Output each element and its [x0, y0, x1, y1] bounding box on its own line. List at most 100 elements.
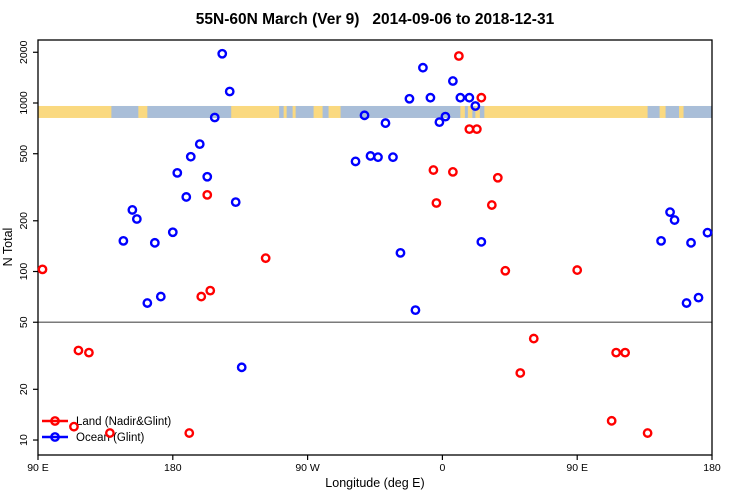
data-point-land [260, 253, 271, 264]
y-tick-label: 10 [18, 434, 30, 446]
x-axis-label: Longitude (deg E) [325, 476, 424, 490]
data-point-ocean [359, 110, 370, 121]
data-point-ocean [455, 92, 466, 103]
x-tick-label: 180 [703, 462, 721, 474]
data-point-land [453, 51, 464, 61]
data-point-ocean [172, 167, 183, 178]
data-point-ocean [236, 362, 247, 373]
x-tick-label: 90 W [295, 462, 320, 474]
data-point-ocean [380, 118, 391, 128]
data-point-ocean [656, 235, 666, 246]
data-point-land [84, 347, 94, 358]
map-band-ocean-segment [479, 105, 485, 118]
map-band-ocean-segment [295, 105, 314, 118]
data-point-land [528, 333, 539, 344]
data-point-ocean [127, 205, 138, 215]
data-point-ocean [181, 192, 192, 202]
map-band-ocean-segment [665, 105, 680, 118]
data-point-ocean [418, 62, 428, 73]
data-point-ocean [702, 227, 713, 238]
plot-border [37, 39, 713, 456]
y-tick-label: 2000 [18, 40, 30, 64]
data-point-ocean [669, 215, 680, 225]
data-point-ocean [365, 151, 376, 161]
data-point-land [428, 165, 439, 175]
x-tick-label: 90 E [566, 462, 588, 474]
data-point-land [184, 428, 195, 438]
data-point-land [196, 291, 207, 302]
data-point-ocean [131, 214, 142, 224]
data-point-land [104, 428, 115, 438]
map-band-ocean-segment [472, 105, 476, 118]
data-point-ocean [224, 86, 235, 97]
data-point-ocean [470, 101, 481, 111]
y-tick-label: 100 [18, 263, 30, 281]
data-point-ocean [686, 237, 696, 248]
map-band-ocean-segment [279, 105, 284, 118]
data-point-land [572, 265, 583, 275]
y-tick-label: 1000 [18, 91, 30, 115]
data-point-ocean [440, 111, 451, 122]
data-point-ocean [350, 156, 361, 167]
map-band-ocean-segment [147, 105, 232, 118]
data-point-ocean [185, 151, 196, 162]
data-point-land [202, 189, 213, 200]
data-point-land [471, 124, 482, 135]
data-point-ocean [410, 305, 421, 316]
data-point-ocean [681, 298, 692, 308]
data-point-ocean [118, 235, 129, 246]
data-point-land [492, 172, 503, 183]
data-point-ocean [425, 92, 436, 103]
legend: Land (Nadir&Glint) Ocean (Glint) [42, 416, 171, 444]
map-band-ocean-segment [322, 105, 329, 118]
map-band-ocean-segment [647, 105, 660, 118]
x-tick-label: 90 E [27, 462, 49, 474]
data-point-land [611, 347, 622, 358]
data-point-land [447, 167, 458, 177]
data-point-land [431, 198, 442, 208]
legend-land-label: Land (Nadir&Glint) [76, 416, 171, 428]
data-point-ocean [209, 112, 220, 123]
map-band-ocean-segment [286, 105, 293, 118]
data-point-land [486, 200, 497, 210]
map-band-ocean-segment [464, 105, 468, 118]
y-tick-label: 500 [18, 145, 30, 163]
data-point-ocean [167, 227, 178, 238]
data-point-land [606, 415, 617, 426]
legend-ocean-label: Ocean (Glint) [76, 432, 145, 444]
map-band-ocean-segment [340, 105, 461, 118]
data-point-ocean [434, 117, 445, 128]
data-point-land [515, 368, 526, 378]
data-point-ocean [464, 92, 475, 103]
data-point-ocean [665, 207, 675, 218]
data-point-land [73, 345, 84, 356]
data-point-ocean [230, 197, 241, 208]
data-point-ocean [217, 48, 228, 59]
data-point-ocean [202, 171, 213, 182]
data-point-land [37, 264, 48, 275]
y-tick-label: 20 [18, 383, 30, 395]
data-point-land [205, 285, 216, 296]
data-point-land [69, 421, 79, 432]
data-point-ocean [404, 93, 415, 104]
map-band-ocean-segment [683, 105, 712, 118]
x-tick-label: 180 [164, 462, 182, 474]
y-axis-label: N Total [1, 228, 15, 267]
data-point-ocean [149, 237, 160, 248]
legend-land-marker [50, 416, 60, 426]
x-tick-label: 0 [439, 462, 445, 474]
y-tick-label: 200 [18, 212, 30, 230]
legend-ocean-marker [50, 432, 60, 442]
chart-title: 55N-60N March (Ver 9) 2014-09-06 to 2018… [196, 11, 555, 28]
data-point-land [642, 428, 653, 438]
map-band-ocean-segment [111, 105, 139, 118]
data-point-ocean [447, 76, 458, 86]
data-point-ocean [142, 298, 153, 308]
data-point-land [500, 265, 511, 276]
data-point-ocean [155, 291, 166, 302]
data-point-ocean [693, 292, 704, 303]
data-point-ocean [476, 236, 487, 247]
data-point-ocean [395, 247, 406, 258]
